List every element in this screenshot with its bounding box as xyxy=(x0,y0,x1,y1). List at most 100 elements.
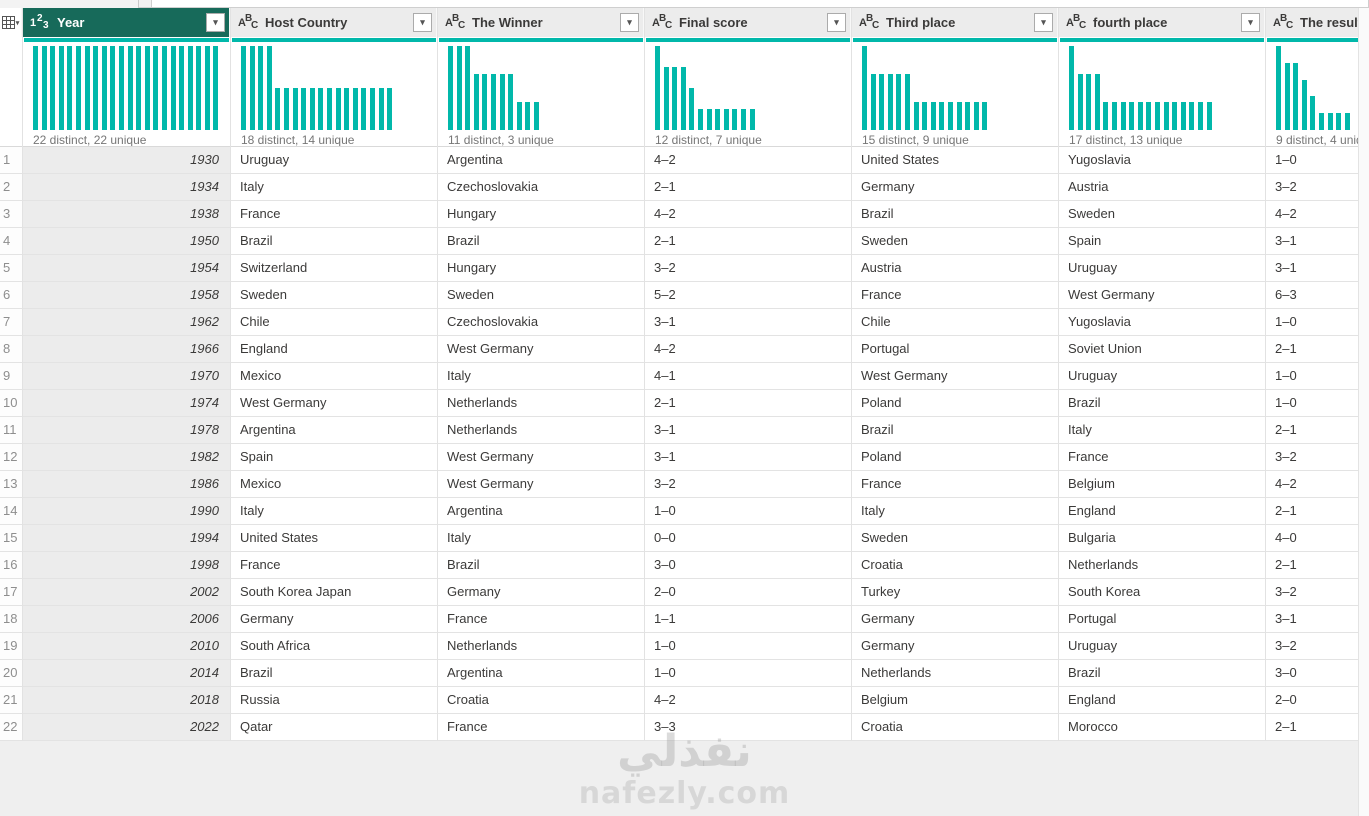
table-cell[interactable]: West Germany xyxy=(852,363,1058,390)
table-cell[interactable]: Soviet Union xyxy=(1059,336,1265,363)
table-cell[interactable]: Belgium xyxy=(852,687,1058,714)
table-cell[interactable]: France xyxy=(438,714,644,741)
table-cell[interactable]: 1998 xyxy=(23,552,230,579)
table-cell[interactable]: France xyxy=(1059,444,1265,471)
vertical-scrollbar[interactable] xyxy=(1358,8,1369,816)
table-cell[interactable]: Argentina xyxy=(438,147,644,174)
table-cell[interactable]: 1–0 xyxy=(645,498,851,525)
table-cell[interactable]: 3–1 xyxy=(645,417,851,444)
table-cell[interactable]: 3–0 xyxy=(645,552,851,579)
table-cell[interactable]: 3–1 xyxy=(645,444,851,471)
table-cell[interactable]: Hungary xyxy=(438,201,644,228)
table-cell[interactable]: Germany xyxy=(438,579,644,606)
table-cell[interactable]: Argentina xyxy=(438,498,644,525)
table-cell[interactable]: Austria xyxy=(852,255,1058,282)
table-cell[interactable]: 2014 xyxy=(23,660,230,687)
table-cell[interactable]: Turkey xyxy=(852,579,1058,606)
row-number[interactable]: 5 xyxy=(0,255,22,282)
value-distribution-histogram[interactable] xyxy=(852,46,1058,130)
table-cell[interactable]: West Germany xyxy=(1059,282,1265,309)
table-cell[interactable]: 2018 xyxy=(23,687,230,714)
table-cell[interactable]: Netherlands xyxy=(852,660,1058,687)
table-cell[interactable]: 1–0 xyxy=(1266,390,1358,417)
table-cell[interactable]: South Korea Japan xyxy=(231,579,437,606)
table-cell[interactable]: Uruguay xyxy=(1059,255,1265,282)
table-cell[interactable]: 6–3 xyxy=(1266,282,1358,309)
table-cell[interactable]: West Germany xyxy=(438,471,644,498)
table-cell[interactable]: 4–1 xyxy=(645,363,851,390)
row-number[interactable]: 14 xyxy=(0,498,22,525)
table-cell[interactable]: Poland xyxy=(852,390,1058,417)
table-cell[interactable]: 2–0 xyxy=(645,579,851,606)
row-number[interactable]: 11 xyxy=(0,417,22,444)
row-number[interactable]: 21 xyxy=(0,687,22,714)
table-cell[interactable]: 1986 xyxy=(23,471,230,498)
table-cell[interactable]: 1–0 xyxy=(1266,363,1358,390)
filter-button[interactable]: ▾ xyxy=(1241,13,1260,32)
table-cell[interactable]: Belgium xyxy=(1059,471,1265,498)
table-cell[interactable]: Sweden xyxy=(852,228,1058,255)
table-cell[interactable]: 1–1 xyxy=(645,606,851,633)
row-number[interactable]: 22 xyxy=(0,714,22,741)
table-cell[interactable]: Uruguay xyxy=(1059,363,1265,390)
table-cell[interactable]: 1938 xyxy=(23,201,230,228)
table-cell[interactable]: 1982 xyxy=(23,444,230,471)
table-cell[interactable]: United States xyxy=(852,147,1058,174)
table-cell[interactable]: 3–2 xyxy=(1266,174,1358,201)
row-number[interactable]: 4 xyxy=(0,228,22,255)
table-cell[interactable]: Hungary xyxy=(438,255,644,282)
table-cell[interactable]: Uruguay xyxy=(1059,633,1265,660)
table-cell[interactable]: 1–0 xyxy=(1266,147,1358,174)
table-cell[interactable]: 3–0 xyxy=(1266,660,1358,687)
table-cell[interactable]: Morocco xyxy=(1059,714,1265,741)
table-cell[interactable]: South Korea xyxy=(1059,579,1265,606)
value-distribution-histogram[interactable] xyxy=(1059,46,1265,130)
row-number[interactable]: 2 xyxy=(0,174,22,201)
table-cell[interactable]: England xyxy=(1059,687,1265,714)
table-cell[interactable]: England xyxy=(231,336,437,363)
table-cell[interactable]: Brazil xyxy=(231,660,437,687)
table-cell[interactable]: 1950 xyxy=(23,228,230,255)
table-cell[interactable]: 1954 xyxy=(23,255,230,282)
table-cell[interactable]: 3–2 xyxy=(1266,579,1358,606)
table-cell[interactable]: Croatia xyxy=(852,552,1058,579)
table-cell[interactable]: Yugoslavia xyxy=(1059,147,1265,174)
table-cell[interactable]: Yugoslavia xyxy=(1059,309,1265,336)
row-number[interactable]: 8 xyxy=(0,336,22,363)
table-cell[interactable]: United States xyxy=(231,525,437,552)
filter-button[interactable]: ▾ xyxy=(827,13,846,32)
table-cell[interactable]: West Germany xyxy=(438,336,644,363)
table-cell[interactable]: Brazil xyxy=(852,201,1058,228)
table-cell[interactable]: Mexico xyxy=(231,471,437,498)
table-cell[interactable]: 4–2 xyxy=(645,201,851,228)
row-number[interactable]: 15 xyxy=(0,525,22,552)
table-cell[interactable]: 2–0 xyxy=(1266,687,1358,714)
column-header-host-country[interactable]: A B C Host Country ▾ xyxy=(231,8,437,37)
table-cell[interactable]: Argentina xyxy=(438,660,644,687)
table-cell[interactable]: 1–0 xyxy=(1266,309,1358,336)
table-cell[interactable]: 1958 xyxy=(23,282,230,309)
value-distribution-histogram[interactable] xyxy=(438,46,644,130)
table-cell[interactable]: Czechoslovakia xyxy=(438,174,644,201)
row-number[interactable]: 3 xyxy=(0,201,22,228)
table-cell[interactable]: 3–2 xyxy=(645,255,851,282)
row-number[interactable]: 20 xyxy=(0,660,22,687)
table-cell[interactable]: France xyxy=(438,606,644,633)
filter-button[interactable]: ▾ xyxy=(620,13,639,32)
table-cell[interactable]: 2–1 xyxy=(645,174,851,201)
table-cell[interactable]: Qatar xyxy=(231,714,437,741)
table-cell[interactable]: 3–2 xyxy=(645,471,851,498)
table-cell[interactable]: 5–2 xyxy=(645,282,851,309)
table-cell[interactable]: 1990 xyxy=(23,498,230,525)
table-cell[interactable]: 3–1 xyxy=(1266,606,1358,633)
table-cell[interactable]: 1934 xyxy=(23,174,230,201)
value-distribution-histogram[interactable] xyxy=(231,46,437,130)
table-cell[interactable]: 2022 xyxy=(23,714,230,741)
column-header-fourth-place[interactable]: A B C fourth place ▾ xyxy=(1059,8,1265,37)
table-cell[interactable]: 2010 xyxy=(23,633,230,660)
row-number[interactable]: 9 xyxy=(0,363,22,390)
table-cell[interactable]: Netherlands xyxy=(438,417,644,444)
table-cell[interactable]: 2006 xyxy=(23,606,230,633)
table-cell[interactable]: Netherlands xyxy=(438,390,644,417)
